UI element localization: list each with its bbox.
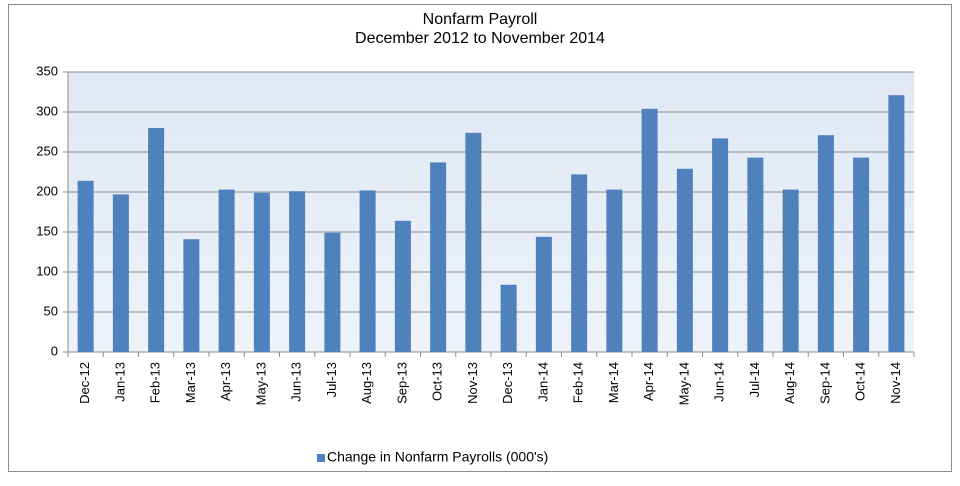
bar [289, 191, 306, 352]
x-tick-label: Mar-14 [606, 362, 621, 403]
x-tick-label: Jul-14 [747, 362, 762, 397]
x-tick-label: Apr-13 [218, 362, 233, 401]
bar [324, 232, 341, 352]
x-tick-label: Jun-13 [289, 362, 304, 402]
bar [112, 194, 129, 352]
y-tick-label: 350 [36, 63, 58, 78]
x-tick-label: Nov-13 [465, 362, 480, 404]
x-tick-label: Feb-13 [148, 362, 163, 403]
bar [148, 128, 165, 352]
bar [430, 162, 447, 352]
x-tick-label: Apr-14 [641, 362, 656, 401]
y-tick-label: 200 [36, 183, 58, 198]
y-tick-label: 150 [36, 223, 58, 238]
x-tick-label: Jan-13 [112, 362, 127, 402]
x-tick-label: Oct-14 [853, 362, 868, 401]
bar [253, 192, 270, 352]
bar [782, 189, 799, 352]
x-tick-label: Dec-13 [500, 362, 515, 404]
y-tick-label: 100 [36, 263, 58, 278]
bar [853, 157, 870, 352]
x-tick-label: Aug-14 [782, 362, 797, 404]
legend-label: Change in Nonfarm Payrolls (000's) [327, 449, 548, 465]
chart-title: Nonfarm Payroll [423, 11, 538, 28]
chart-subtitle: December 2012 to November 2014 [355, 30, 605, 47]
y-tick-label: 0 [51, 343, 58, 358]
x-tick-label: Mar-13 [183, 362, 198, 403]
bar [535, 236, 552, 352]
bar [712, 138, 729, 352]
x-tick-label: Feb-14 [571, 362, 586, 403]
x-tick-label: Jun-14 [712, 362, 727, 402]
y-tick-label: 50 [44, 303, 58, 318]
bar [641, 108, 658, 352]
bar [817, 135, 834, 352]
plot-area [68, 72, 914, 352]
bar [77, 180, 94, 352]
bar [394, 220, 411, 352]
bar [571, 174, 588, 352]
x-tick-label: Aug-13 [359, 362, 374, 404]
x-tick-label: Oct-13 [430, 362, 445, 401]
x-tick-label: Jul-13 [324, 362, 339, 397]
bar [183, 239, 200, 352]
legend-swatch [317, 454, 325, 462]
x-tick-label: May-13 [253, 362, 268, 405]
y-tick-label: 300 [36, 103, 58, 118]
bar [359, 190, 376, 352]
x-tick-label: Jan-14 [535, 362, 550, 402]
bar [888, 95, 905, 352]
bar [606, 189, 623, 352]
x-tick-label: Nov-14 [888, 362, 903, 404]
bar [218, 189, 235, 352]
x-tick-label: Sep-13 [394, 362, 409, 404]
x-tick-label: Sep-14 [817, 362, 832, 404]
bar [747, 157, 764, 352]
y-tick-label: 250 [36, 143, 58, 158]
bar [676, 168, 693, 352]
x-tick-label: May-14 [676, 362, 691, 405]
bar [465, 132, 482, 352]
x-tick-label: Dec-12 [77, 362, 92, 404]
bar [500, 284, 517, 352]
